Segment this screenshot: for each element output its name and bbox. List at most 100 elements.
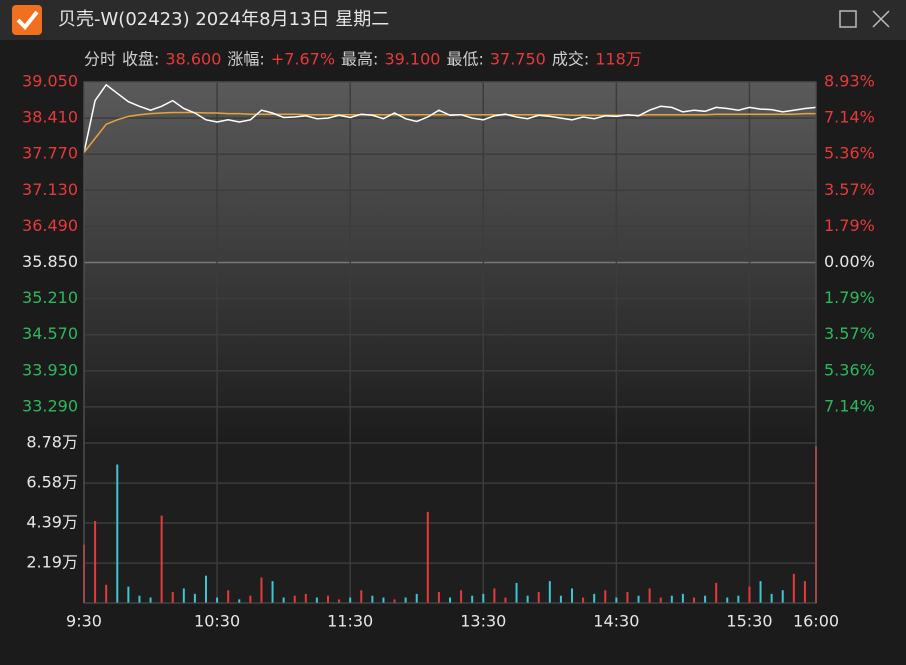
x-tick-label: 15:30 [726, 612, 772, 631]
plot-frame [83, 81, 817, 604]
volume-bar [781, 590, 784, 603]
y-tick-label: 35.210 [22, 288, 78, 307]
volume-bar [149, 597, 152, 603]
price-line [83, 83, 817, 153]
volume-bar [293, 595, 296, 603]
volume-bar [205, 575, 207, 603]
volume-bar [681, 593, 684, 603]
volume-bar [393, 599, 396, 603]
x-tick-label: 11:30 [327, 612, 373, 631]
volume-bar [571, 588, 573, 603]
volume-bar [171, 592, 174, 603]
info-label: 成交: [552, 50, 589, 69]
y-tick-label: 4.39万 [26, 513, 78, 532]
maximize-button[interactable] [839, 10, 857, 28]
info-value: 37.750 [490, 50, 546, 69]
info-label: 最高: [341, 50, 378, 69]
window-title: 贝壳-W(02423) 2024年8月13日 星期二 [58, 9, 389, 30]
x-tick-label: 10:30 [194, 612, 240, 631]
info-label: 收盘: [122, 50, 159, 69]
volume-bar [626, 592, 629, 603]
info-bar: 分时 收盘: 38.600 涨幅: +7.67% 最高: 39.100 最低: 37.750 成交… [84, 50, 642, 69]
volume-bar [471, 595, 474, 603]
volume-bar [582, 597, 585, 603]
x-tick-label: 14:30 [593, 612, 639, 631]
y2-tick-label: 3.57% [824, 180, 875, 199]
y2-tick-label: 8.93% [824, 72, 875, 91]
volume-bar [216, 597, 219, 603]
y-tick-label: 39.050 [22, 72, 78, 91]
x-tick-label: 13:30 [460, 612, 506, 631]
volume-bar [315, 597, 318, 603]
close-button[interactable] [872, 10, 890, 28]
y-tick-label: 8.78万 [26, 433, 78, 452]
volume-bar [182, 588, 185, 603]
info-label: 最低: [446, 50, 483, 69]
volume-bar [515, 582, 518, 603]
y2-tick-label: 5.36% [824, 144, 875, 163]
volume-bar [415, 593, 418, 603]
volume-bar [105, 584, 108, 603]
volume-bar [404, 597, 407, 603]
volume-bar [648, 588, 651, 603]
volume-bar [94, 520, 97, 603]
volume-bar [360, 590, 363, 603]
info-value: 38.600 [165, 50, 221, 69]
volume-bar [670, 595, 673, 603]
volume-bar [227, 590, 230, 603]
volume-bar [759, 581, 762, 603]
volume-bar [238, 599, 241, 603]
y2-tick-label: 0.00% [824, 252, 875, 271]
volume-bar [693, 597, 695, 603]
volume-bar [548, 581, 551, 603]
volume-bar [604, 590, 607, 603]
volume-bar [249, 595, 252, 603]
volume-bar [659, 597, 662, 603]
volume-bar [504, 597, 507, 603]
volume-bar [737, 595, 740, 603]
y-tick-label: 2.19万 [26, 553, 78, 572]
x-tick-label: 9:30 [66, 612, 102, 631]
volume-bar [437, 592, 440, 603]
volume-bar [304, 593, 307, 603]
volume-bar [338, 599, 341, 603]
info-value: +7.67% [271, 50, 335, 69]
volume-bar [537, 592, 540, 603]
y2-tick-label: 5.36% [824, 360, 875, 379]
info-value: 39.100 [384, 50, 440, 69]
volume-bar [160, 515, 163, 603]
y-tick-label: 35.850 [22, 252, 78, 271]
y-tick-label: 33.930 [22, 360, 78, 379]
volume-bar [282, 597, 285, 603]
y-tick-label: 37.770 [22, 144, 78, 163]
app-icon [12, 5, 42, 35]
volume-bar [726, 597, 729, 603]
volume-bar [193, 593, 196, 603]
y2-tick-label: 7.14% [824, 108, 875, 127]
title-bar [0, 0, 906, 40]
volume-bar [615, 597, 618, 603]
volume-bar [593, 593, 596, 603]
volume-bar [371, 595, 374, 603]
volume-bar [382, 597, 385, 603]
y2-tick-label: 7.14% [824, 396, 875, 415]
y2-tick-label: 1.79% [824, 216, 875, 235]
volume-bar [559, 595, 562, 603]
volume-bar [770, 593, 773, 603]
volume-bar [426, 511, 429, 603]
volume-bar [803, 581, 806, 603]
x-tick-label: 16:00 [793, 612, 839, 631]
volume-bar [349, 597, 352, 603]
y2-tick-label: 1.79% [824, 288, 875, 307]
volume-bar [482, 593, 485, 603]
volume-bar [748, 586, 751, 603]
y-tick-label: 36.490 [22, 216, 78, 235]
info-label: 涨幅: [227, 50, 264, 69]
y2-tick-label: 3.57% [824, 324, 875, 343]
y-tick-label: 38.410 [22, 108, 78, 127]
volume-bar [704, 595, 707, 603]
volume-bar [715, 582, 718, 603]
volume-bar [271, 581, 274, 603]
info-value: 118万 [595, 50, 642, 69]
